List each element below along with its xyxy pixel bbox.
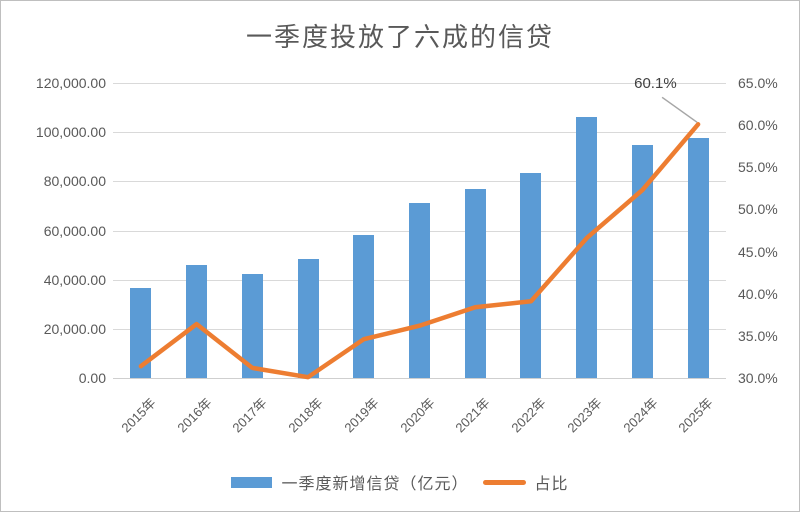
y-axis-left-tick-label: 60,000.00	[43, 222, 106, 239]
y-axis-right-tick-label: 50.0%	[738, 201, 778, 218]
bar-2024年	[631, 145, 653, 378]
x-axis-tick-label: 2021年	[452, 395, 493, 436]
bar-2023年	[576, 117, 598, 378]
x-axis-line	[113, 378, 726, 379]
gridline	[113, 132, 726, 134]
y-axis-left-tick-label: 0.00	[78, 370, 106, 386]
y-axis-left-tick-label: 80,000.00	[43, 173, 106, 190]
x-axis-tick-label: 2016年	[174, 395, 215, 436]
bar-series-swatch-icon	[231, 476, 273, 488]
x-axis-tick-label: 2023年	[564, 395, 605, 436]
chart-title: 一季度投放了六成的信贷	[245, 22, 554, 52]
legend-bar-label: 一季度新增信贷（亿元）	[281, 476, 469, 493]
y-axis-right-tick-label: 45.0%	[738, 243, 778, 260]
y-axis-right-tick-label: 65.0%	[738, 75, 778, 91]
bar-2019年	[353, 235, 375, 378]
bar-2025年	[687, 137, 709, 378]
bar-2018年	[297, 258, 319, 378]
y-axis-left-tick-label: 100,000.00	[35, 124, 106, 141]
y-axis-left-tick-label: 40,000.00	[43, 271, 106, 288]
y-axis-right-tick-label: 60.0%	[738, 117, 778, 134]
y-axis-right-tick-label: 30.0%	[738, 370, 778, 386]
x-axis-tick-label: 2017年	[229, 395, 271, 436]
legend-line-label: 占比	[534, 476, 569, 493]
x-axis-tick-label: 2024年	[619, 395, 661, 436]
x-axis-tick-label: 2018年	[285, 395, 326, 436]
x-axis-tick-label: 2025年	[675, 395, 716, 436]
x-axis-tick-label: 2020年	[396, 395, 438, 436]
line-series-swatch-icon	[482, 479, 526, 485]
y-axis-left-tick-label: 120,000.00	[35, 75, 106, 91]
bar-2015年	[130, 287, 152, 378]
bar-2022年	[520, 172, 542, 378]
x-axis-tick-label: 2015年	[118, 395, 159, 436]
y-axis-right-tick-label: 40.0%	[738, 285, 778, 302]
y-axis-right-tick-label: 55.0%	[738, 159, 778, 176]
legend-item-line-series: 占比	[482, 470, 569, 494]
annotation-leader-line	[661, 96, 698, 123]
bar-2021年	[464, 189, 486, 378]
legend: 一季度新增信贷（亿元） 占比	[1, 468, 799, 496]
x-axis-tick-label: 2022年	[508, 395, 549, 436]
bar-2016年	[186, 264, 208, 378]
annotation-label: 60.1%	[634, 75, 677, 92]
y-axis-right-tick-label: 35.0%	[738, 327, 778, 344]
bar-2020年	[409, 203, 430, 378]
gridline	[113, 83, 726, 84]
bar-2017年	[241, 274, 263, 378]
x-axis-tick-label: 2019年	[341, 395, 382, 436]
legend-item-bar-series: 一季度新增信贷（亿元）	[231, 470, 468, 494]
y-axis-left-tick-label: 20,000.00	[43, 320, 106, 337]
